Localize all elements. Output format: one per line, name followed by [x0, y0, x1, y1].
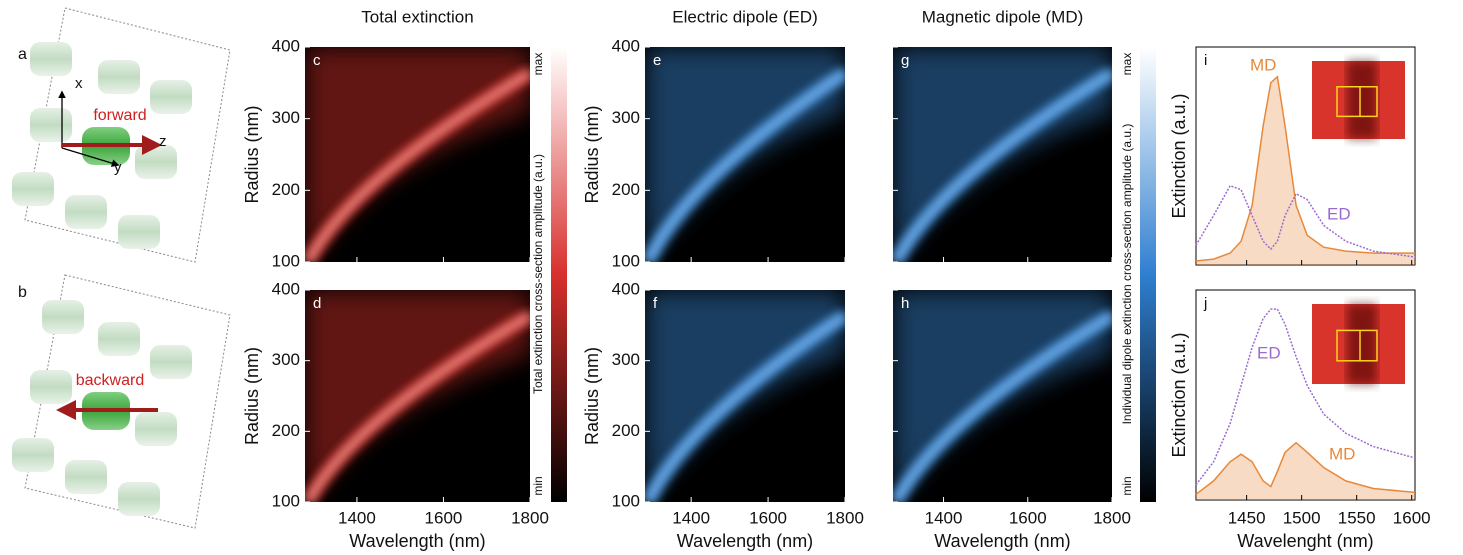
y-axis-label: Radius (nm)	[582, 105, 602, 203]
heatmap	[645, 47, 845, 262]
heatmap	[305, 47, 530, 262]
heatmap	[893, 290, 1112, 502]
inset-shade	[1347, 304, 1377, 384]
heatmap-body	[893, 290, 1112, 502]
panel-letter: b	[18, 284, 27, 301]
heatmap-body	[645, 290, 845, 502]
schematic-a	[12, 8, 230, 262]
heatmap-body	[645, 47, 845, 262]
y-tick-label: 200	[612, 421, 640, 440]
x-tick-label: 1500	[1283, 508, 1321, 527]
x-tick-label: 1400	[925, 508, 963, 527]
series-label: ED	[1257, 343, 1281, 362]
colorbar-max: max	[1120, 53, 1134, 76]
figure: a b forward backward x y z Total extinct…	[0, 0, 1463, 555]
inset-shade	[1347, 61, 1377, 139]
heatmap-body	[305, 290, 530, 502]
x-tick-label: 1450	[1228, 508, 1266, 527]
arrow-label: backward	[76, 372, 144, 389]
series-label: ED	[1327, 204, 1351, 223]
x-tick-label: 1600	[749, 508, 787, 527]
panel-title: Electric dipole (ED)	[672, 7, 818, 26]
x-axis-label: Wavelength (nm)	[677, 531, 813, 551]
colorbar	[1140, 47, 1156, 502]
x-tick-label: 1400	[338, 508, 376, 527]
colorbar-min: min	[531, 476, 545, 495]
y-axis-label: Radius (nm)	[242, 347, 262, 445]
y-tick-label: 300	[272, 350, 300, 369]
panel-title: Magnetic dipole (MD)	[922, 7, 1084, 26]
heatmap-body	[305, 47, 530, 262]
x-axis-label: Wavelength (nm)	[349, 531, 485, 551]
x-tick-label: 1600	[425, 508, 463, 527]
x-axis-label: Wavelength (nm)	[934, 531, 1070, 551]
y-axis-label: Extinction (a.u.)	[1169, 93, 1189, 218]
x-tick-label: 1600	[1009, 508, 1047, 527]
y-tick-label: 300	[612, 350, 640, 369]
y-tick-label: 100	[272, 491, 300, 510]
x-tick-label: 1800	[511, 508, 549, 527]
panel-letter: g	[901, 52, 909, 69]
y-axis-label: Radius (nm)	[582, 347, 602, 445]
y-tick-label: 100	[612, 251, 640, 270]
y-tick-label: 200	[612, 180, 640, 199]
y-tick-label: 400	[272, 36, 300, 55]
heatmap	[893, 47, 1112, 262]
panel-letter: i	[1204, 52, 1207, 69]
colorbar-title: Individual dipole extinction cross-secti…	[1120, 124, 1134, 425]
x-tick-label: 1550	[1338, 508, 1376, 527]
y-axis-label: Radius (nm)	[242, 105, 262, 203]
x-tick-label: 1400	[672, 508, 710, 527]
axis-name: y	[114, 159, 122, 176]
y-tick-label: 300	[612, 108, 640, 127]
y-tick-label: 200	[272, 180, 300, 199]
y-axis-label: Extinction (a.u.)	[1169, 332, 1189, 457]
x-axis-label: Wavelenght (nm)	[1237, 531, 1373, 551]
panel-title: Total extinction	[361, 7, 473, 26]
x-tick-label: 1600	[1393, 508, 1431, 527]
heatmap-body	[893, 47, 1112, 262]
panel-letter: d	[313, 295, 321, 312]
colorbar-max: max	[531, 53, 545, 76]
heatmap	[305, 290, 530, 502]
axis-name: x	[75, 75, 83, 92]
colorbar	[551, 47, 567, 502]
y-tick-label: 400	[272, 279, 300, 298]
y-tick-label: 100	[272, 251, 300, 270]
x-tick-label: 1800	[1093, 508, 1131, 527]
series-label: MD	[1329, 444, 1355, 463]
y-tick-label: 200	[272, 421, 300, 440]
panel-letter: j	[1203, 295, 1207, 312]
y-tick-label: 100	[612, 491, 640, 510]
arrow-label: forward	[93, 107, 146, 124]
panel-letter: h	[901, 295, 909, 312]
y-tick-label: 400	[612, 279, 640, 298]
colorbar-title: Total extinction cross-section amplitude…	[531, 154, 545, 394]
panel-letter: a	[18, 46, 27, 63]
series-label: MD	[1250, 55, 1276, 74]
colorbar-min: min	[1120, 476, 1134, 495]
panel-letter: c	[313, 52, 321, 69]
axis-name: z	[159, 133, 167, 150]
x-tick-label: 1800	[826, 508, 864, 527]
y-tick-label: 300	[272, 108, 300, 127]
heatmap	[645, 290, 845, 502]
y-tick-label: 400	[612, 36, 640, 55]
schematic-b	[12, 275, 230, 528]
panel-letter: e	[653, 52, 661, 69]
